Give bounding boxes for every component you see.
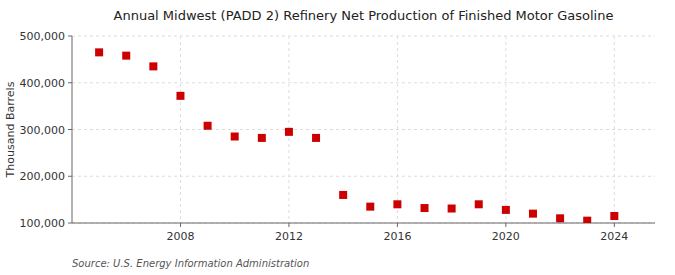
points — [95, 48, 618, 223]
x-tick — [614, 223, 615, 227]
y-axis-label: Thousand Barrels — [4, 81, 17, 178]
x-tick — [180, 223, 181, 227]
y-tick-label: 300,000 — [20, 124, 66, 137]
point — [149, 62, 157, 70]
x-tick — [397, 223, 398, 227]
x-tick-label: 2020 — [492, 230, 520, 243]
point — [475, 200, 483, 208]
point — [529, 210, 537, 218]
point — [448, 205, 456, 213]
grid — [72, 36, 655, 223]
point — [312, 134, 320, 142]
chart: Annual Midwest (PADD 2) Refinery Net Pro… — [0, 0, 675, 275]
y-grid-line — [72, 223, 655, 224]
point — [204, 122, 212, 130]
y-tick — [68, 176, 72, 177]
y-tick — [68, 129, 72, 130]
x-axis-line — [72, 223, 655, 224]
y-grid-line — [72, 36, 655, 37]
point — [393, 200, 401, 208]
point — [610, 212, 618, 220]
x-tick-label: 2016 — [383, 230, 411, 243]
x-grid-line — [397, 36, 398, 223]
y-tick-label: 400,000 — [20, 77, 66, 90]
x-grid-line — [180, 36, 181, 223]
point — [258, 134, 266, 142]
x-grid-line — [505, 36, 506, 223]
point — [421, 204, 429, 212]
y-tick-label: 200,000 — [20, 170, 66, 183]
point — [502, 206, 510, 214]
x-tick — [505, 223, 506, 227]
y-tick-label: 100,000 — [20, 217, 66, 230]
y-tick — [68, 36, 72, 37]
x-tick — [288, 223, 289, 227]
point — [583, 217, 591, 223]
point — [176, 92, 184, 100]
point — [285, 128, 293, 136]
background — [0, 0, 675, 275]
point — [95, 48, 103, 56]
y-grid-line — [72, 129, 655, 130]
x-tick-label: 2024 — [600, 230, 628, 243]
point — [556, 214, 564, 222]
y-axis-line — [72, 36, 73, 223]
point — [366, 203, 374, 211]
y-tick — [68, 223, 72, 224]
x-grid-line — [614, 36, 615, 223]
source: Source: U.S. Energy Information Administ… — [72, 258, 309, 269]
x-tick-label: 2008 — [166, 230, 194, 243]
y-grid-line — [72, 82, 655, 83]
point — [231, 133, 239, 141]
y-grid-line — [72, 176, 655, 177]
x-tick-label: 2012 — [275, 230, 303, 243]
y-tick-label: 500,000 — [20, 30, 66, 43]
point — [122, 52, 130, 60]
title: Annual Midwest (PADD 2) Refinery Net Pro… — [114, 8, 614, 23]
point — [339, 191, 347, 199]
axes: 100,000 200,000 300,000 400,000 500,000 2008 2… — [20, 30, 656, 243]
y-tick — [68, 82, 72, 83]
